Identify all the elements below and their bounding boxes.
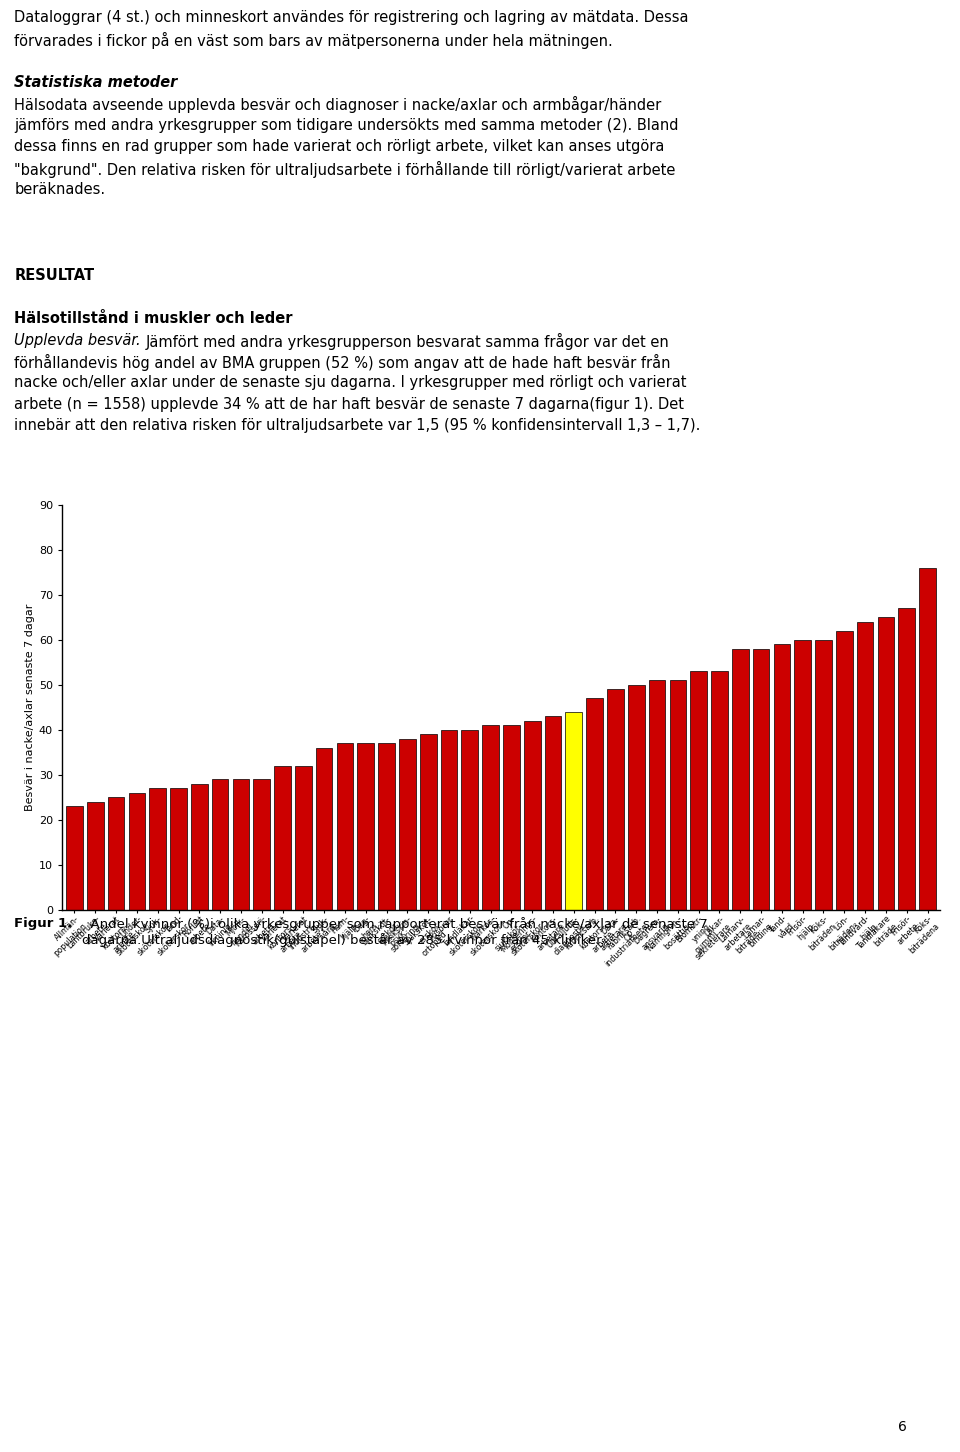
- Bar: [275, 767, 291, 910]
- Bar: [774, 645, 790, 910]
- Bar: [87, 802, 104, 910]
- Bar: [815, 640, 831, 910]
- Bar: [649, 681, 665, 910]
- Bar: [524, 722, 540, 910]
- Text: "bakgrund". Den relativa risken för ultraljudsarbete i förhållande till rörligt/: "bakgrund". Den relativa risken för ultr…: [14, 161, 676, 177]
- Bar: [669, 681, 686, 910]
- Text: Statistiska metoder: Statistiska metoder: [14, 74, 178, 90]
- Bar: [462, 730, 478, 910]
- Bar: [753, 649, 769, 910]
- Bar: [441, 730, 457, 910]
- Bar: [836, 632, 852, 910]
- Bar: [420, 735, 437, 910]
- Text: Hälsotillstånd i muskler och leder: Hälsotillstånd i muskler och leder: [14, 311, 293, 327]
- Bar: [877, 617, 894, 910]
- Text: nacke och/eller axlar under de senaste sju dagarna. I yrkesgrupper med rörligt o: nacke och/eller axlar under de senaste s…: [14, 376, 687, 391]
- Bar: [565, 711, 582, 910]
- Text: förhållandevis hög andel av BMA gruppen (52 %) som angav att de hade haft besvär: förhållandevis hög andel av BMA gruppen …: [14, 354, 671, 372]
- Y-axis label: Besvär i nacke/axlar senaste 7 dagar: Besvär i nacke/axlar senaste 7 dagar: [25, 604, 35, 812]
- Bar: [899, 608, 915, 910]
- Bar: [628, 685, 644, 910]
- Text: jämförs med andra yrkesgrupper som tidigare undersökts med samma metoder (2). Bl: jämförs med andra yrkesgrupper som tidig…: [14, 118, 679, 132]
- Text: Upplevda besvär.: Upplevda besvär.: [14, 333, 146, 347]
- Bar: [587, 698, 603, 910]
- Bar: [856, 621, 874, 910]
- Bar: [607, 690, 624, 910]
- Bar: [108, 797, 125, 910]
- Bar: [253, 780, 270, 910]
- Bar: [711, 671, 728, 910]
- Text: beräknades.: beräknades.: [14, 182, 106, 197]
- Text: dessa finns en rad grupper som hade varierat och rörligt arbete, vilket kan anse: dessa finns en rad grupper som hade vari…: [14, 139, 664, 154]
- Text: Jämfört med andra yrkesgrupperson besvarat samma frågor var det en: Jämfört med andra yrkesgrupperson besvar…: [146, 333, 669, 350]
- Text: Dataloggrar (4 st.) och minneskort användes för registrering och lagring av mätd: Dataloggrar (4 st.) och minneskort använ…: [14, 10, 689, 25]
- Bar: [337, 743, 353, 910]
- Bar: [482, 726, 499, 910]
- Text: Hälsodata avseende upplevda besvär och diagnoser i nacke/axlar och armbågar/händ: Hälsodata avseende upplevda besvär och d…: [14, 96, 661, 113]
- Bar: [399, 739, 416, 910]
- Bar: [690, 671, 707, 910]
- Bar: [212, 780, 228, 910]
- Text: 6: 6: [898, 1420, 907, 1433]
- Bar: [732, 649, 749, 910]
- Bar: [66, 806, 83, 910]
- Text: innebär att den relativa risken för ultraljudsarbete var 1,5 (95 % konfidensinte: innebär att den relativa risken för ultr…: [14, 418, 701, 434]
- Text: arbete (n = 1558) upplevde 34 % att de har haft besvär de senaste 7 dagarna(figu: arbete (n = 1558) upplevde 34 % att de h…: [14, 396, 684, 412]
- Bar: [150, 788, 166, 910]
- Text: RESULTAT: RESULTAT: [14, 269, 94, 283]
- Bar: [919, 568, 936, 910]
- Bar: [357, 743, 374, 910]
- Bar: [794, 640, 811, 910]
- Bar: [129, 793, 145, 910]
- Bar: [316, 748, 332, 910]
- Bar: [295, 767, 312, 910]
- Bar: [170, 788, 187, 910]
- Text: Andel kvinnor (%)i olika yrkesgrupper som rapporterat besvär från nacke/axlar de: Andel kvinnor (%)i olika yrkesgrupper so…: [82, 918, 708, 947]
- Text: Figur 1.: Figur 1.: [14, 918, 73, 931]
- Bar: [544, 716, 562, 910]
- Bar: [378, 743, 395, 910]
- Bar: [232, 780, 250, 910]
- Bar: [191, 784, 207, 910]
- Bar: [503, 726, 519, 910]
- Text: förvarades i fickor på en väst som bars av mätpersonerna under hela mätningen.: förvarades i fickor på en väst som bars …: [14, 32, 613, 49]
